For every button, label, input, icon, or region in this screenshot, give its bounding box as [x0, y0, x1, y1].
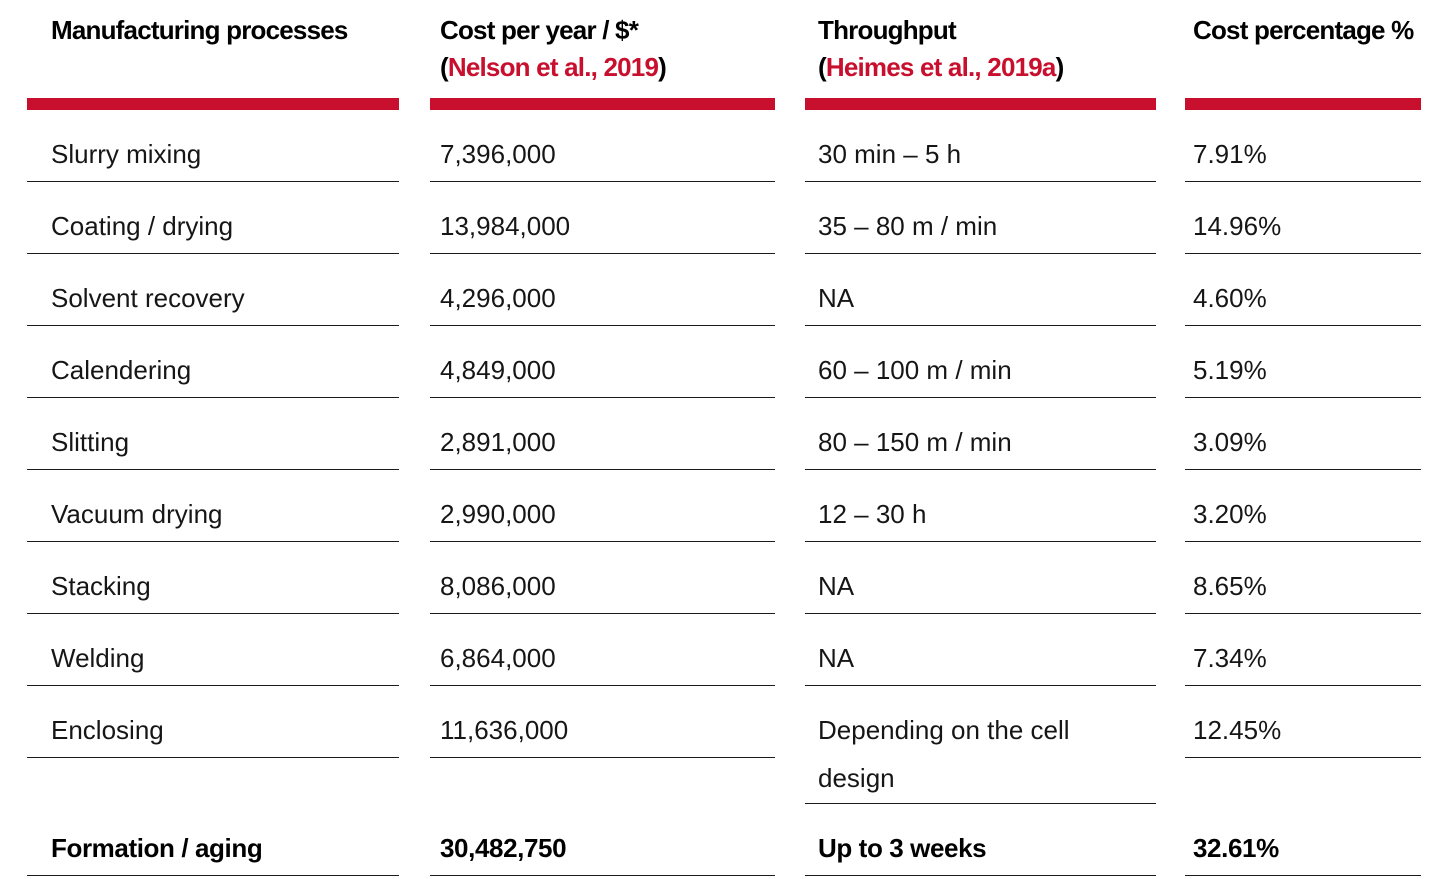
cell-throughput: 35 – 80 m / min	[805, 182, 1156, 254]
cell-process: Stacking	[27, 542, 399, 614]
cell-percent: 3.20%	[1185, 470, 1421, 542]
cell-process: Vacuum drying	[27, 470, 399, 542]
cell-cost: 11,636,000	[430, 686, 775, 758]
cell-percent: 3.09%	[1185, 398, 1421, 470]
cell-percent: 7.34%	[1185, 614, 1421, 686]
cell-percent: 12.45%	[1185, 686, 1421, 758]
cell-process: Formation / aging	[27, 804, 399, 876]
header-accent-bar	[1185, 98, 1421, 110]
citation: (Heimes et al., 2019a)	[818, 52, 1064, 82]
cell-process: Slitting	[27, 398, 399, 470]
cell-throughput: NA	[805, 542, 1156, 614]
cell-cost: 13,984,000	[430, 182, 775, 254]
cell-process: Enclosing	[27, 686, 399, 758]
table-row: Welding 6,864,000 NA 7.34%	[27, 614, 1456, 686]
cell-throughput: 60 – 100 m / min	[805, 326, 1156, 398]
cell-percent: 7.91%	[1185, 110, 1421, 182]
cell-throughput: Up to 3 weeks	[805, 804, 1156, 876]
column-header-label: Throughput	[818, 15, 957, 45]
cell-process: Slurry mixing	[27, 110, 399, 182]
cell-percent: 8.65%	[1185, 542, 1421, 614]
header-accent-bar	[27, 98, 399, 110]
header-accent-bar	[430, 98, 775, 110]
table-row: Enclosing 11,636,000 Depending on the cell…	[27, 686, 1456, 804]
column-header-label: Manufacturing processes	[51, 15, 348, 45]
cell-cost: 6,864,000	[430, 614, 775, 686]
header-cell-cost-per-year: Cost per year / $* (Nelson et al., 2019)	[430, 12, 805, 98]
citation: (Nelson et al., 2019)	[440, 52, 667, 82]
cell-percent: 14.96%	[1185, 182, 1421, 254]
header-cell-throughput: Throughput (Heimes et al., 2019a)	[805, 12, 1185, 98]
table-row: Vacuum drying 2,990,000 12 – 30 h 3.20%	[27, 470, 1456, 542]
cell-percent: 4.60%	[1185, 254, 1421, 326]
cell-cost: 4,296,000	[430, 254, 775, 326]
cell-cost: 8,086,000	[430, 542, 775, 614]
column-header-label: Cost percentage %	[1193, 15, 1414, 45]
table-body: Slurry mixing 7,396,000 30 min – 5 h 7.91% C…	[27, 110, 1456, 876]
cell-throughput: NA	[805, 254, 1156, 326]
table-row: Formation / aging 30,482,750 Up to 3 weeks…	[27, 804, 1456, 876]
cell-throughput: NA	[805, 614, 1156, 686]
table-row: Slitting 2,891,000 80 – 150 m / min 3.09%	[27, 398, 1456, 470]
cell-throughput: 30 min – 5 h	[805, 110, 1156, 182]
table-row: Stacking 8,086,000 NA 8.65%	[27, 542, 1456, 614]
cell-process: Coating / drying	[27, 182, 399, 254]
cell-cost: 30,482,750	[430, 804, 775, 876]
header-cell-manufacturing-processes: Manufacturing processes	[27, 12, 430, 98]
table-header-row: Manufacturing processes Cost per year / …	[27, 12, 1456, 98]
table-row: Solvent recovery 4,296,000 NA 4.60%	[27, 254, 1456, 326]
cell-process: Welding	[27, 614, 399, 686]
cell-cost: 4,849,000	[430, 326, 775, 398]
header-cell-cost-percentage: Cost percentage %	[1185, 12, 1426, 98]
cell-cost: 7,396,000	[430, 110, 775, 182]
cell-throughput: 12 – 30 h	[805, 470, 1156, 542]
cell-process: Solvent recovery	[27, 254, 399, 326]
cell-percent: 5.19%	[1185, 326, 1421, 398]
cell-cost: 2,990,000	[430, 470, 775, 542]
table-row: Slurry mixing 7,396,000 30 min – 5 h 7.91%	[27, 110, 1456, 182]
cell-throughput: Depending on the cell design	[805, 686, 1156, 804]
header-accent-bar-row	[27, 98, 1456, 110]
column-header-label: Cost per year / $*	[440, 15, 639, 45]
table-row: Coating / drying 13,984,000 35 – 80 m / mi…	[27, 182, 1456, 254]
cell-cost: 2,891,000	[430, 398, 775, 470]
cell-percent: 32.61%	[1185, 804, 1421, 876]
header-accent-bar	[805, 98, 1156, 110]
cell-throughput: 80 – 150 m / min	[805, 398, 1156, 470]
cell-process: Calendering	[27, 326, 399, 398]
table-row: Calendering 4,849,000 60 – 100 m / min 5.19…	[27, 326, 1456, 398]
